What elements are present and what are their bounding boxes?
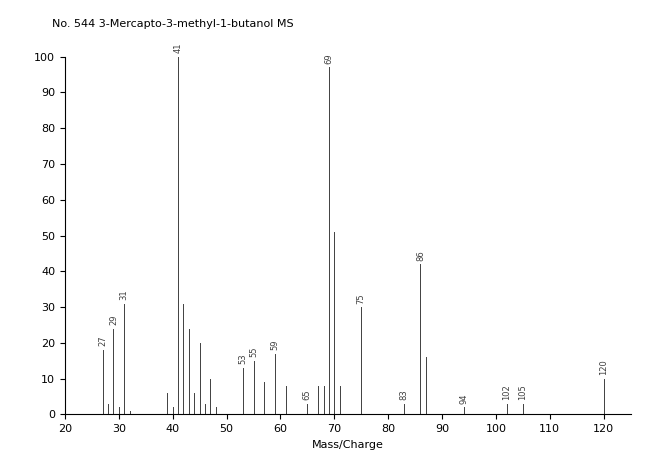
- Text: 75: 75: [357, 293, 366, 303]
- Text: 31: 31: [120, 289, 129, 300]
- Text: 55: 55: [249, 347, 258, 357]
- Text: 41: 41: [174, 42, 183, 53]
- Text: 86: 86: [416, 250, 425, 260]
- Text: 102: 102: [502, 384, 511, 400]
- Text: 83: 83: [400, 390, 409, 400]
- Text: 65: 65: [303, 390, 312, 400]
- Text: 94: 94: [459, 393, 468, 404]
- Text: 29: 29: [109, 315, 118, 325]
- Text: 59: 59: [270, 340, 280, 350]
- Text: 53: 53: [239, 354, 247, 365]
- Text: 120: 120: [599, 359, 608, 375]
- Text: 27: 27: [98, 336, 107, 347]
- Text: 105: 105: [518, 384, 527, 400]
- Text: 69: 69: [324, 53, 333, 64]
- X-axis label: Mass/Charge: Mass/Charge: [312, 440, 384, 450]
- Text: No. 544 3-Mercapto-3-methyl-1-butanol MS: No. 544 3-Mercapto-3-methyl-1-butanol MS: [52, 19, 294, 29]
